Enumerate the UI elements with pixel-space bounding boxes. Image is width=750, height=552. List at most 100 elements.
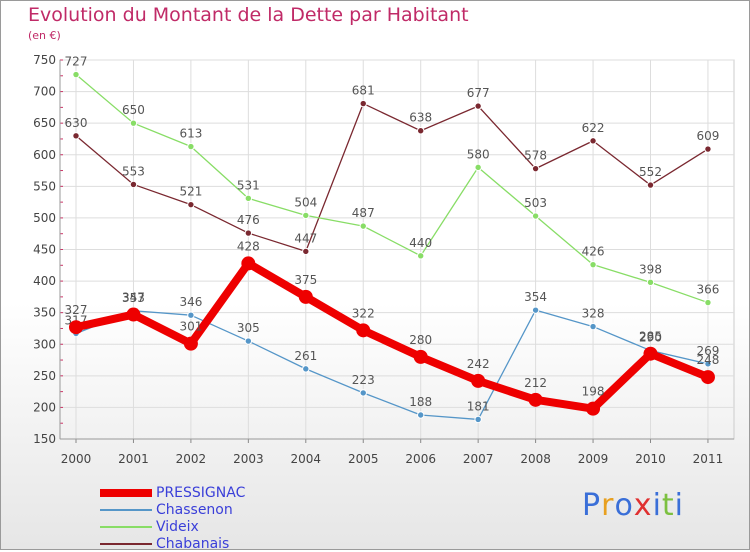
data-point-videix: [129, 119, 138, 127]
data-point-videix: [417, 252, 425, 260]
data-label-chabanais: 447: [294, 231, 317, 245]
x-tick-label: 2007: [463, 452, 494, 466]
data-label-chabanais: 476: [237, 213, 260, 227]
data-point-videix: [531, 212, 540, 220]
legend-label: Chabanais: [156, 535, 230, 552]
data-label-pressignac: 248: [696, 353, 719, 367]
data-label-chassenon: 261: [294, 349, 317, 363]
data-label-chassenon: 346: [179, 295, 202, 309]
data-point-chabanais: [589, 137, 597, 145]
data-label-videix: 650: [122, 103, 145, 117]
data-label-pressignac: 198: [582, 385, 605, 399]
x-tick-label: 2010: [635, 452, 666, 466]
data-point-pressignac: [183, 336, 198, 351]
data-point-pressignac: [241, 256, 256, 271]
data-label-chassenon: 354: [524, 290, 547, 304]
y-tick-label: 650: [33, 116, 56, 130]
data-point-pressignac: [471, 373, 486, 388]
data-label-chabanais: 609: [696, 129, 719, 143]
data-point-chassenon: [359, 389, 367, 397]
data-point-pressignac: [413, 349, 428, 364]
data-label-videix: 487: [352, 206, 375, 220]
logo-letter: P: [582, 488, 602, 523]
chart-subtitle: (en €): [28, 29, 61, 42]
data-label-pressignac: 428: [237, 239, 260, 253]
data-label-videix: 613: [179, 127, 202, 141]
data-point-chassenon: [589, 322, 597, 331]
data-point-pressignac: [643, 346, 658, 361]
data-point-chabanais: [129, 180, 138, 189]
data-point-videix: [187, 142, 195, 151]
data-point-videix: [589, 260, 597, 269]
y-tick-label: 450: [33, 243, 56, 257]
data-label-pressignac: 285: [639, 330, 662, 344]
data-label-chabanais: 553: [122, 164, 145, 178]
legend-label: Chassenon: [156, 501, 233, 518]
y-tick-label: 750: [33, 53, 56, 67]
legend-swatch: [100, 508, 152, 511]
series-line-chabanais: [75, 102, 709, 253]
data-point-chabanais: [474, 102, 482, 110]
y-tick-label: 550: [33, 179, 56, 193]
data-point-pressignac: [700, 370, 715, 385]
data-point-chabanais: [72, 132, 80, 140]
x-tick-label: 2011: [693, 452, 724, 466]
data-point-videix: [302, 211, 310, 220]
data-label-chassenon: 353: [122, 291, 145, 305]
y-tick-label: 600: [33, 148, 56, 162]
logo-letter: t: [661, 488, 675, 523]
y-tick-label: 500: [33, 211, 56, 225]
y-tick-label: 250: [33, 369, 56, 383]
data-label-chabanais: 638: [409, 111, 432, 125]
x-tick-label: 2003: [233, 452, 264, 466]
data-point-pressignac: [126, 307, 141, 322]
legend-item: Videix: [100, 518, 245, 535]
data-label-chabanais: 578: [524, 149, 547, 163]
data-point-pressignac: [356, 323, 371, 338]
series-line-videix: [75, 74, 709, 304]
legend-label: Videix: [156, 518, 199, 535]
data-label-videix: 366: [696, 283, 719, 297]
x-tick-label: 2009: [578, 452, 609, 466]
data-point-chabanais: [302, 247, 310, 256]
data-point-pressignac: [586, 401, 601, 416]
data-label-pressignac: 212: [524, 376, 547, 390]
series-line-chassenon: [75, 309, 709, 421]
data-label-pressignac: 347: [122, 291, 145, 305]
logo-letter: r: [601, 488, 615, 523]
logo-letter: o: [614, 488, 634, 523]
legend-item: Chassenon: [100, 501, 245, 518]
data-label-videix: 504: [294, 195, 317, 209]
data-point-videix: [474, 163, 482, 172]
data-label-videix: 580: [467, 147, 490, 161]
data-label-chassenon: 269: [696, 344, 719, 358]
logo-letter: i: [674, 488, 685, 523]
x-tick-label: 2000: [61, 452, 92, 466]
legend-item: Chabanais: [100, 535, 245, 552]
x-tick-label: 2008: [520, 452, 551, 466]
x-tick-label: 2001: [118, 452, 149, 466]
data-point-videix: [244, 194, 253, 203]
data-label-pressignac: 242: [467, 357, 490, 371]
data-label-pressignac: 322: [352, 306, 375, 320]
data-label-pressignac: 375: [294, 273, 317, 287]
legend-swatch: [100, 542, 152, 545]
data-point-chabanais: [359, 99, 367, 108]
data-point-videix: [704, 298, 712, 307]
data-label-videix: 727: [65, 55, 88, 69]
data-label-chassenon: 188: [409, 395, 432, 409]
data-point-pressignac: [298, 289, 313, 304]
data-point-chassenon: [244, 337, 253, 345]
data-point-chabanais: [417, 127, 425, 135]
y-tick-label: 300: [33, 337, 56, 351]
data-label-pressignac: 280: [409, 333, 432, 347]
data-label-chabanais: 622: [582, 121, 605, 135]
data-point-chassenon: [704, 360, 712, 368]
data-label-chassenon: 328: [582, 307, 605, 321]
legend-item: PRESSIGNAC: [100, 484, 245, 501]
data-point-chassenon: [474, 415, 482, 424]
logo-letter: x: [633, 488, 653, 523]
y-tick-label: 400: [33, 274, 56, 288]
data-point-chassenon: [417, 411, 425, 419]
data-label-videix: 531: [237, 178, 260, 192]
